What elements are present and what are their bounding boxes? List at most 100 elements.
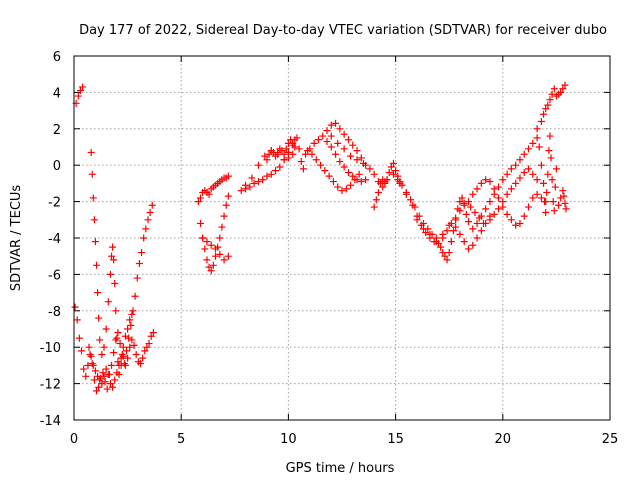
data-point [319,132,327,140]
x-tick-label: 10 [280,432,297,447]
series-sat-t [469,134,541,233]
data-point [127,321,135,329]
y-tick-label: -8 [48,305,61,320]
data-point [110,349,118,357]
data-point [535,143,543,151]
data-point [525,203,533,211]
data-point [344,136,352,144]
data-point [218,223,226,231]
data-point [118,350,126,358]
data-point [91,367,99,375]
x-tick-label: 5 [177,432,185,447]
data-point [537,161,545,169]
data-point [123,347,131,355]
data-point [473,234,481,242]
data-point [561,81,569,89]
data-point [207,267,215,275]
data-point [503,210,511,218]
data-point [302,150,310,158]
data-point [525,145,533,153]
data-point [537,118,545,126]
data-point [362,176,370,184]
data-point [147,332,155,340]
data-point [124,325,132,333]
data-point [100,372,108,380]
data-point [254,161,262,169]
data-point [135,259,143,267]
data-point [344,168,352,176]
data-point [480,219,488,227]
data-point [477,179,485,187]
data-point [304,147,312,155]
data-point [87,148,95,156]
data-point [280,150,288,158]
data-point [464,218,472,226]
data-point [321,167,329,175]
series-sat-l [304,147,363,195]
data-point [340,130,348,138]
data-point [310,139,318,147]
data-point [437,243,445,251]
data-point [128,336,136,344]
data-point [100,343,108,351]
data-point [439,230,447,238]
data-point [93,261,101,269]
data-point [499,198,507,206]
data-point [138,249,146,257]
series-sat-v [533,125,560,217]
data-point [323,138,331,146]
data-point [512,221,520,229]
data-point [312,156,320,164]
data-point [417,221,425,229]
data-point [366,165,374,173]
data-point [394,176,402,184]
data-point [340,145,348,153]
y-tick-label: -4 [48,232,61,247]
data-point [261,152,269,160]
y-tick-label: -2 [48,196,61,211]
y-tick-label: 0 [53,159,61,174]
series-sat-h [237,134,307,195]
series-sat-p [389,170,472,264]
data-point [546,96,554,104]
data-point [212,245,220,253]
data-point [327,143,335,151]
data-point [357,154,365,162]
data-point [88,360,96,368]
data-point [129,307,137,315]
data-point [109,243,117,251]
data-point [96,336,104,344]
data-point [93,387,101,395]
y-tick-label: -14 [40,414,61,429]
data-point [547,154,555,162]
data-point [196,219,204,227]
data-point [443,256,451,264]
data-point [469,241,477,249]
data-point [104,371,112,378]
data-point [325,172,333,180]
data-point [95,314,103,322]
data-point [544,170,552,178]
data-point [79,83,87,91]
data-point [133,274,141,282]
series-sat-o [370,159,404,211]
data-point [246,183,254,191]
data-point [265,150,273,158]
data-point [143,343,151,351]
data-point [124,354,132,362]
data-point [91,238,99,246]
data-point [338,187,346,195]
chart-title: Day 177 of 2022, Sidereal Day-to-day VTE… [79,23,607,38]
data-point [139,354,147,362]
data-point [387,163,395,171]
data-point [456,198,464,206]
data-point [109,383,117,391]
data-point [212,252,220,260]
data-point [121,332,129,340]
data-point [108,361,116,369]
data-point [98,350,106,358]
data-point [120,360,128,368]
data-point [205,263,213,271]
data-point [87,352,95,360]
